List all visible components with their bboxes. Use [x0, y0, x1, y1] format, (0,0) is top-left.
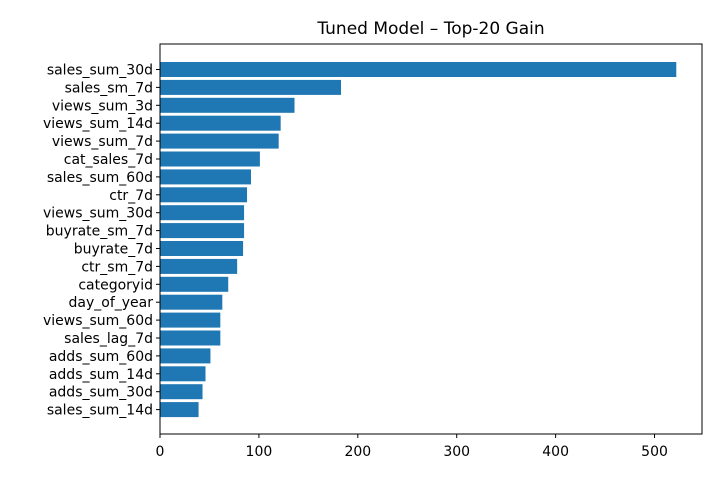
y-tick-label: sales_sm_7d [65, 80, 153, 96]
x-tick-label: 100 [246, 444, 273, 460]
y-tick-label: sales_sum_30d [47, 63, 153, 79]
bar-views_sum_3d [160, 97, 295, 113]
plot-frame [159, 43, 703, 435]
y-tick-label: views_sum_60d [43, 313, 153, 329]
y-tick-label: adds_sum_60d [49, 349, 153, 365]
y-tick-label: day_of_year [69, 295, 154, 311]
bar-ctr_sm_7d [160, 258, 238, 274]
bar-ctr_7d [160, 187, 248, 203]
chart-title: Tuned Model – Top-20 Gain [316, 19, 544, 39]
bar-adds_sum_60d [160, 348, 211, 364]
bar-sales_lag_7d [160, 330, 221, 346]
y-tick-label: buyrate_7d [74, 242, 153, 258]
bar-cat_sales_7d [160, 151, 260, 167]
x-tick-label: 400 [542, 444, 569, 460]
bar-sales_sum_30d [160, 62, 677, 77]
bar-views_sum_14d [160, 115, 281, 131]
y-tick-label: categoryid [78, 277, 153, 293]
y-tick-label: cat_sales_7d [64, 152, 153, 168]
y-tick-label: views_sum_30d [43, 206, 153, 222]
x-tick-label: 200 [344, 444, 371, 460]
y-tick-label: ctr_7d [109, 188, 153, 204]
x-axis-ticks: 0 100 200 300 400 500 [156, 434, 668, 460]
bars-group [160, 62, 677, 418]
bar-buyrate_sm_7d [160, 223, 245, 239]
bar-categoryid [160, 276, 229, 292]
bar-sales_sum_60d [160, 169, 251, 185]
y-tick-label: adds_sum_14d [49, 367, 153, 383]
y-tick-label: views_sum_7d [52, 134, 153, 150]
y-tick-label: sales_sum_60d [47, 170, 153, 186]
bar-buyrate_7d [160, 241, 244, 256]
y-tick-label: sales_sum_14d [47, 403, 153, 419]
bar-adds_sum_14d [160, 366, 206, 382]
bar-adds_sum_30d [160, 384, 203, 400]
y-tick-label: views_sum_3d [52, 98, 153, 114]
bar-views_sum_60d [160, 312, 221, 328]
bar-sales_sum_14d [160, 402, 199, 418]
y-tick-label: buyrate_sm_7d [46, 224, 153, 240]
y-tick-label: sales_lag_7d [64, 331, 153, 347]
bar-views_sum_30d [160, 205, 245, 221]
bar-views_sum_7d [160, 133, 279, 149]
x-tick-label: 300 [443, 444, 470, 460]
x-tick-label: 500 [641, 444, 668, 460]
y-tick-label: ctr_sm_7d [81, 259, 153, 275]
bar-sales_sm_7d [160, 79, 341, 95]
x-tick-label: 0 [156, 444, 165, 460]
y-tick-label: adds_sum_30d [49, 385, 153, 401]
y-tick-label: views_sum_14d [43, 116, 153, 132]
bar-day_of_year [160, 294, 223, 310]
